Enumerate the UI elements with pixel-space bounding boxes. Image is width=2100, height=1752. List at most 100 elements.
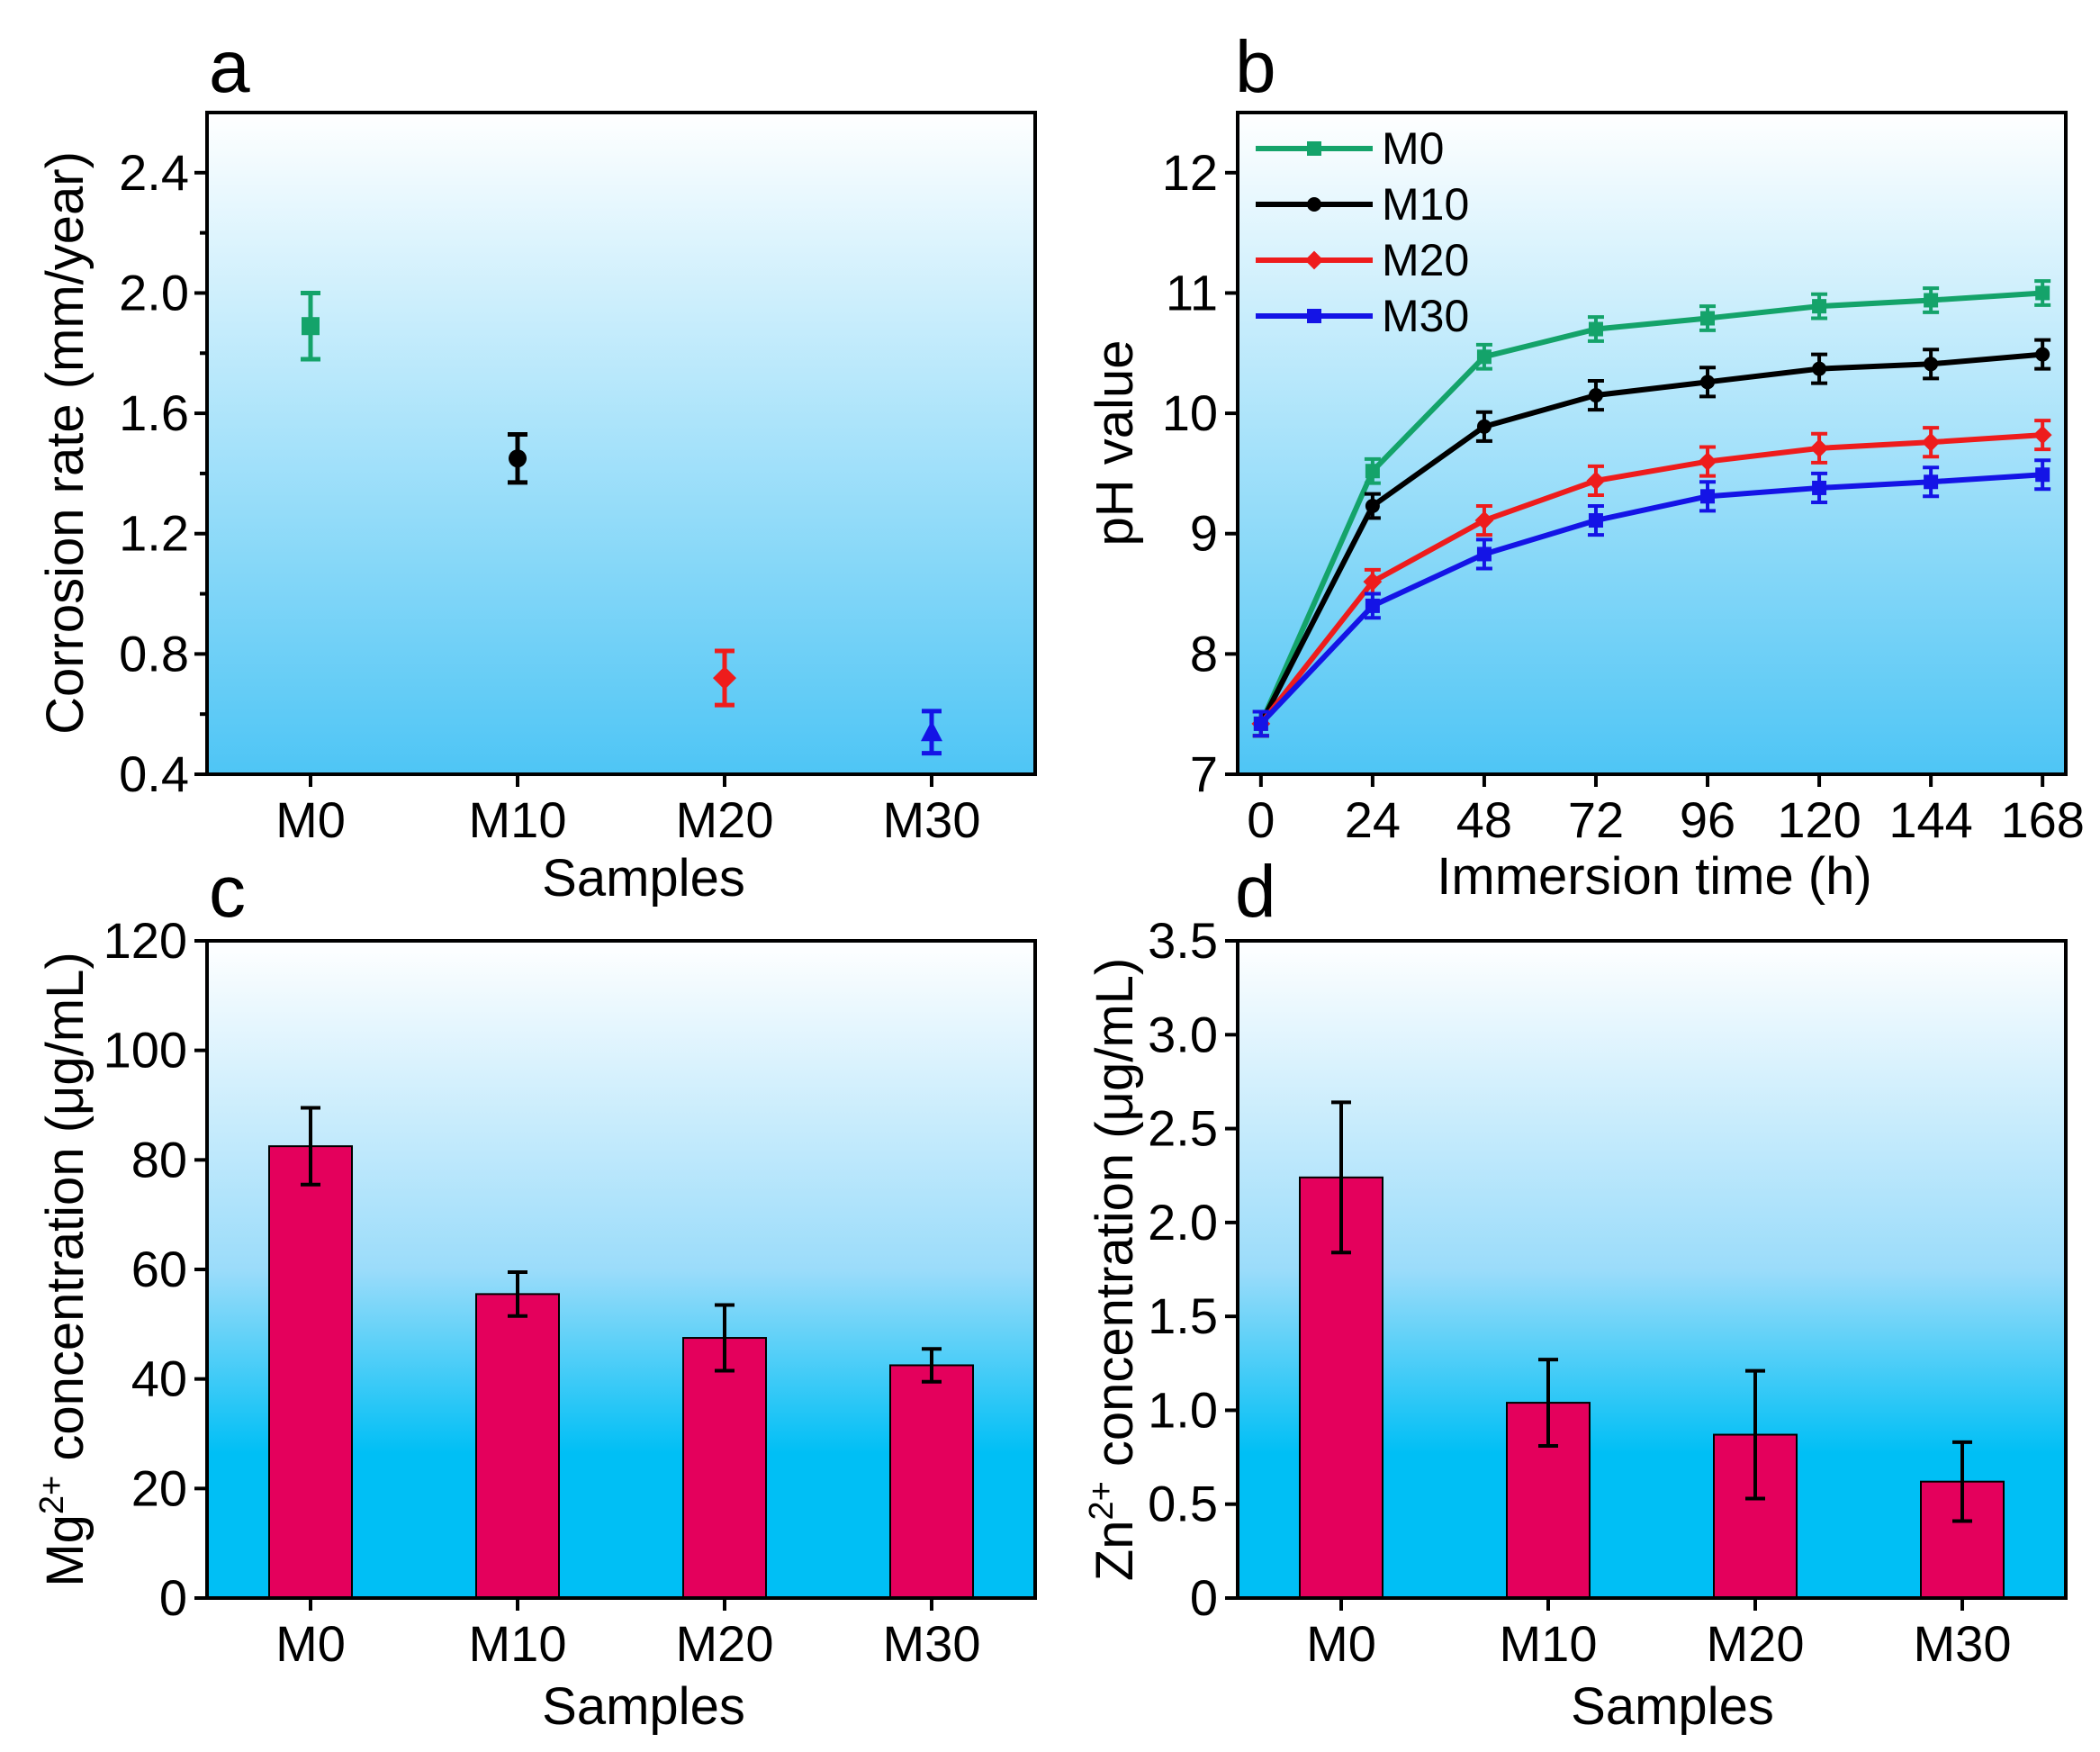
panel-d-y-axis-title-rest: concentration (μg/mL): [1086, 958, 1144, 1481]
panel-b-series-m10-point: [1476, 419, 1492, 434]
panel-b-series-m0-point: [2035, 285, 2050, 301]
panel-a-y-tick-label: 2.4: [119, 144, 189, 201]
panel-d-y-tick-label: 1.5: [1148, 1287, 1218, 1344]
panel-b-x-tick-label: 0: [1247, 791, 1275, 848]
panel-c-x-tick-label: M20: [676, 1615, 774, 1672]
panel-c-error-bar-m30: [922, 1347, 942, 1384]
panel-d-y-tick-label: 0.5: [1148, 1476, 1218, 1532]
panel-label-d: d: [1235, 851, 1276, 933]
panel-d-x-tick-label: M20: [1707, 1615, 1805, 1672]
panel-d-error-bar-m30: [1952, 1440, 1972, 1523]
panel-b-series-m30: [1252, 458, 2051, 738]
panel-a-plot-area: [207, 113, 1035, 774]
panel-c-y-axis-title-rest: concentration (μg/mL): [36, 952, 95, 1475]
panel-d-x-axis-title: Samples: [1571, 1677, 1774, 1736]
legend-marker-m0: [1307, 141, 1321, 156]
panel-b-series-m0-point: [1476, 349, 1492, 365]
panel-b-x-axis-title: Immersion time (h): [1437, 847, 1871, 906]
panel-c-x-tick-label: M30: [883, 1615, 981, 1672]
panel-a-y-axis-title: Corrosion rate (mm/year): [36, 151, 95, 735]
panel-b-series-m0-point: [1700, 311, 1716, 326]
panel-a-y-tick-label: 0.4: [119, 745, 189, 802]
panel-b-data-marks: [1251, 279, 2052, 738]
panel-b-series-m10-point: [1924, 357, 1939, 372]
panel-d-zn-concentration: 0 0.5 1.0 1.5 2.0 2.5 3.0 3.5 M0 M10 M20 M30 Sample…: [1083, 912, 2068, 1736]
panel-b-series-m0: [1252, 279, 2051, 738]
panel-a-point-m20: [713, 666, 736, 691]
panel-d-x-tick-label: M30: [1914, 1615, 2012, 1672]
panel-a-x-tick-label: M30: [883, 791, 981, 848]
panel-a-y-tick-label: 0.8: [119, 625, 189, 682]
panel-b-series-m20-point: [2032, 425, 2052, 445]
panel-b-series-m0-point: [1812, 299, 1827, 314]
legend-label-m10: M10: [1382, 179, 1469, 230]
panel-a-y-tick-label: 1.6: [119, 384, 189, 441]
panel-d-y-tick-label: 3.0: [1148, 1006, 1218, 1062]
panel-d-error-bar-m20: [1745, 1368, 1765, 1501]
panel-b-series-m10-point: [2035, 347, 2050, 362]
panel-b-series-m10-point: [1700, 375, 1716, 390]
panel-b-series-m20-point: [1809, 438, 1829, 458]
panel-d-error-bar-m0: [1331, 1100, 1351, 1255]
panel-b-series-m20-point: [1586, 471, 1606, 491]
panel-label-b: b: [1235, 26, 1276, 108]
panel-b-series-m10-point: [1588, 388, 1603, 403]
panel-b-y-tick-label: 8: [1190, 625, 1218, 682]
panel-c-frame: [205, 939, 1037, 1600]
panel-b-series-m0-line: [1258, 290, 2043, 726]
panel-d-y-tick-label: 3.5: [1148, 912, 1218, 969]
panel-c-y-tick-label: 120: [104, 912, 187, 969]
panel-c-axes: 0 20 40 60 80 100 120 M0 M10 M20 M30: [104, 912, 981, 1672]
panel-b-series-m0-point: [1365, 464, 1380, 479]
panel-c-x-axis-title: Samples: [542, 1677, 745, 1736]
panel-c-bar-m20: [682, 1337, 767, 1599]
panel-a-point-m0: [302, 317, 320, 336]
legend-label-m0: M0: [1382, 123, 1444, 174]
panel-b-series-m30-point: [1924, 474, 1939, 490]
panel-label-c: c: [209, 851, 246, 933]
panel-c-y-tick-label: 80: [131, 1131, 187, 1188]
panel-b-series-m30-point: [1812, 480, 1827, 495]
panel-c-x-tick-label: M0: [275, 1615, 346, 1672]
legend-marker-m30: [1307, 309, 1321, 323]
panel-c-y-tick-label: 20: [131, 1459, 187, 1516]
panel-b-series-m20-line: [1258, 432, 2043, 726]
panel-b-series-m30-point: [1253, 716, 1268, 731]
panel-a-x-tick-label: M20: [676, 791, 774, 848]
panel-b-y-tick-label: 12: [1162, 144, 1218, 201]
panel-c-y-axis-title-ion: Mg: [36, 1514, 95, 1587]
panel-b-x-tick-label: 48: [1456, 791, 1512, 848]
panel-b-series-m0-point: [1924, 293, 1939, 308]
panel-d-y-axis-title: Zn2+ concentration (μg/mL): [1083, 958, 1144, 1581]
panel-c-bar-m10: [475, 1293, 560, 1599]
panel-a-point-m30: [921, 720, 942, 742]
panel-c-error-bar-m10: [508, 1270, 527, 1318]
panel-d-axes: 0 0.5 1.0 1.5 2.0 2.5 3.0 3.5 M0 M10 M20 M30: [1148, 912, 2011, 1672]
legend-marker-m20: [1304, 250, 1324, 270]
panel-label-a: a: [209, 26, 250, 108]
panel-b-x-tick-label: 72: [1568, 791, 1624, 848]
panel-b-x-tick-label: 96: [1680, 791, 1735, 848]
panel-c-y-axis-title-charge: 2+: [33, 1476, 71, 1514]
panel-a-x-tick-label: M0: [275, 791, 346, 848]
panel-b-x-tick-label: 24: [1345, 791, 1401, 848]
panel-c-mg-concentration: 0 20 40 60 80 100 120 M0 M10 M20 M30 Samples Mg2+ …: [33, 912, 1037, 1736]
panel-c-y-axis-title: Mg2+ concentration (μg/mL): [33, 952, 95, 1586]
panel-d-y-axis-title-charge: 2+: [1083, 1481, 1121, 1520]
panel-b-series-m20-point: [1363, 572, 1383, 592]
panel-a-frame: [205, 111, 1037, 776]
panel-b-series-m20-point: [1698, 452, 1717, 471]
panel-c-bar-m0: [268, 1145, 353, 1599]
panel-b-series-m30-point: [1700, 489, 1716, 504]
panel-d-y-tick-label: 1.0: [1148, 1381, 1218, 1438]
panel-d-y-tick-label: 2.0: [1148, 1194, 1218, 1251]
panel-b-y-axis-title: pH value: [1086, 340, 1144, 546]
panel-c-error-bar-m0: [301, 1106, 320, 1187]
panel-d-y-tick-label: 2.5: [1148, 1100, 1218, 1157]
panel-d-x-tick-label: M0: [1306, 1615, 1376, 1672]
panel-d-y-tick-label: 0: [1190, 1569, 1218, 1626]
legend-item-m20: M20: [1256, 235, 1469, 285]
panel-c-y-tick-label: 40: [131, 1350, 187, 1407]
legend-label-m20: M20: [1382, 235, 1469, 285]
